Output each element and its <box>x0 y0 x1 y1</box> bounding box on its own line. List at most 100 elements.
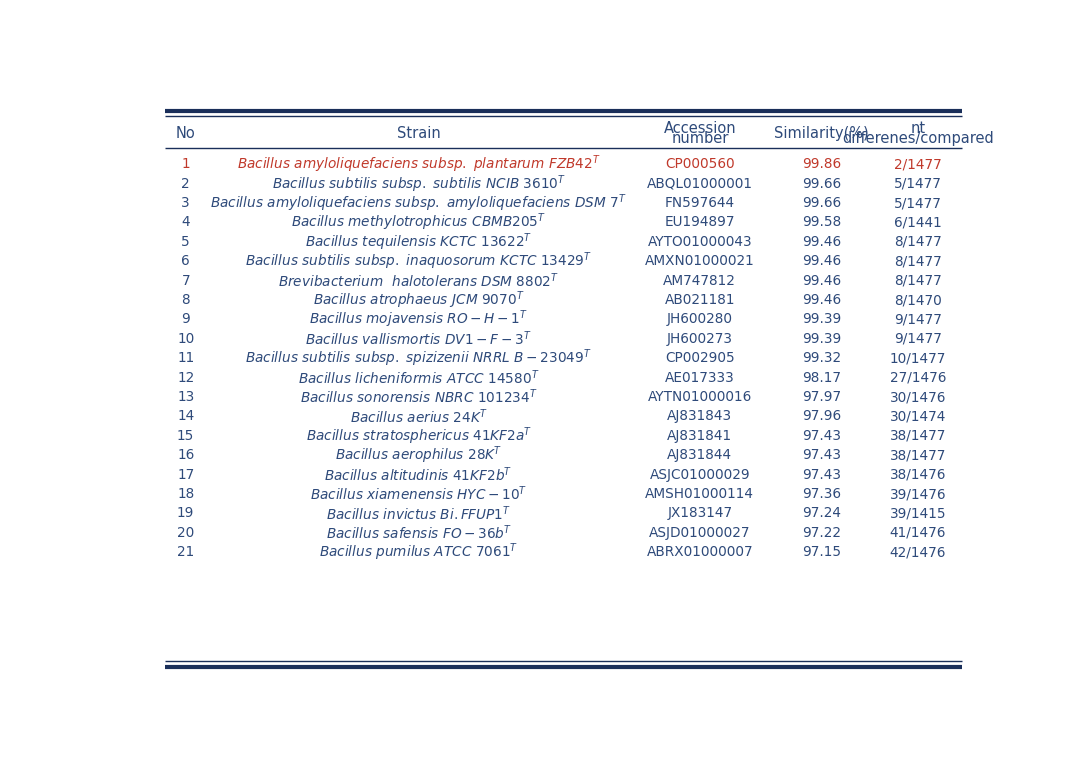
Text: ABQL01000001: ABQL01000001 <box>647 177 753 190</box>
Text: 2: 2 <box>182 177 190 190</box>
Text: 1: 1 <box>182 157 190 171</box>
Text: 5: 5 <box>181 235 191 249</box>
Text: 8: 8 <box>182 293 190 307</box>
Text: JX183147: JX183147 <box>667 506 732 521</box>
Text: $\it{Bacillus\ xiamenensis\ HYC-10}$$^{T}$: $\it{Bacillus\ xiamenensis\ HYC-10}$$^{T… <box>310 485 527 503</box>
Text: $\it{Bacillus\ licheniformis\ ATCC\ 14580}$$^{T}$: $\it{Bacillus\ licheniformis\ ATCC\ 1458… <box>298 369 539 387</box>
Text: ABRX01000007: ABRX01000007 <box>647 545 753 559</box>
Text: $\it{Bacillus\ subtilis\ subsp.\ spizizenii\ NRRL\ B-23049}$$^{T}$: $\it{Bacillus\ subtilis\ subsp.\ spizize… <box>246 347 592 369</box>
Text: $\it{Bacillus\ subtilis\ subsp.\ inaquosorum\ KCTC\ 13429}$$^{T}$: $\it{Bacillus\ subtilis\ subsp.\ inaquos… <box>245 250 592 272</box>
Text: 6/1441: 6/1441 <box>895 216 942 230</box>
Text: 10: 10 <box>178 332 194 346</box>
Text: 42/1476: 42/1476 <box>890 545 947 559</box>
Text: 30/1474: 30/1474 <box>890 409 947 423</box>
Text: 41/1476: 41/1476 <box>890 526 947 540</box>
Text: 99.66: 99.66 <box>801 177 841 190</box>
Text: 17: 17 <box>178 468 194 482</box>
Text: 99.46: 99.46 <box>801 235 841 249</box>
Text: AJ831841: AJ831841 <box>667 429 732 443</box>
Text: 2/1477: 2/1477 <box>895 157 942 171</box>
Text: ASJD01000027: ASJD01000027 <box>649 526 751 540</box>
Text: $\it{Bacillus\ stratosphericus\ 41KF2a}$$^{T}$: $\it{Bacillus\ stratosphericus\ 41KF2a}$… <box>305 425 532 447</box>
Text: 99.46: 99.46 <box>801 293 841 307</box>
Text: 10/1477: 10/1477 <box>890 351 947 366</box>
Text: JH600280: JH600280 <box>667 313 733 326</box>
Text: 8/1477: 8/1477 <box>895 235 942 249</box>
Text: 97.24: 97.24 <box>803 506 841 521</box>
Text: 99.66: 99.66 <box>801 196 841 210</box>
Text: 15: 15 <box>177 429 195 443</box>
Text: 97.43: 97.43 <box>803 449 841 462</box>
Text: 16: 16 <box>178 449 194 462</box>
Text: 19: 19 <box>177 506 195 521</box>
Text: 99.46: 99.46 <box>801 254 841 268</box>
Text: 97.43: 97.43 <box>803 468 841 482</box>
Text: 13: 13 <box>178 390 194 404</box>
Text: 5/1477: 5/1477 <box>895 196 942 210</box>
Text: $\it{Bacillus\ subtilis\ subsp.\ subtilis\ NCIB\ 3610}$$^{T}$: $\it{Bacillus\ subtilis\ subsp.\ subtili… <box>272 173 565 194</box>
Text: 97.22: 97.22 <box>803 526 841 540</box>
Text: differenes/compared: differenes/compared <box>843 131 994 146</box>
Text: No: No <box>175 126 196 141</box>
Text: $\it{Bacillus\ invictus\ Bi.FFUP1}$$^{T}$: $\it{Bacillus\ invictus\ Bi.FFUP1}$$^{T}… <box>326 504 511 523</box>
Text: $\it{Bacillus\ methylotrophicus\ CBMB205}$$^{T}$: $\it{Bacillus\ methylotrophicus\ CBMB205… <box>291 212 546 233</box>
Text: 99.32: 99.32 <box>801 351 841 366</box>
Text: 9/1477: 9/1477 <box>895 313 942 326</box>
Text: 12: 12 <box>178 371 194 385</box>
Text: Accession: Accession <box>664 121 736 137</box>
Text: $\it{Bacillus\ amyloliquefaciens\ subsp.\ plantarum\ FZB42}$$^{T}$: $\it{Bacillus\ amyloliquefaciens\ subsp.… <box>237 154 600 175</box>
Text: CP002905: CP002905 <box>665 351 734 366</box>
Text: 98.17: 98.17 <box>803 371 841 385</box>
Text: AJ831844: AJ831844 <box>667 449 732 462</box>
Text: 27/1476: 27/1476 <box>890 371 947 385</box>
Text: number: number <box>671 131 729 146</box>
Text: 97.97: 97.97 <box>801 390 841 404</box>
Text: Similarity(%): Similarity(%) <box>774 126 869 141</box>
Text: 8/1477: 8/1477 <box>895 254 942 268</box>
Text: 7: 7 <box>182 273 190 288</box>
Text: $\it{Bacillus\ tequilensis\ KCTC\ 13622}$$^{T}$: $\it{Bacillus\ tequilensis\ KCTC\ 13622}… <box>305 231 533 253</box>
Text: nt: nt <box>911 121 926 137</box>
Text: $\it{Bacillus\ pumilus\ ATCC\ 7061}$$^{T}$: $\it{Bacillus\ pumilus\ ATCC\ 7061}$$^{T… <box>319 541 519 563</box>
Text: AM747812: AM747812 <box>664 273 736 288</box>
Text: $\it{Bacillus\ sonorensis\ NBRC\ 101234}$$^{T}$: $\it{Bacillus\ sonorensis\ NBRC\ 101234}… <box>300 388 537 406</box>
Text: 11: 11 <box>178 351 194 366</box>
Text: EU194897: EU194897 <box>665 216 735 230</box>
Text: AMXN01000021: AMXN01000021 <box>645 254 755 268</box>
Text: 30/1476: 30/1476 <box>890 390 947 404</box>
Text: $\it{Bacillus\ aerius\ 24K}$$^{T}$: $\it{Bacillus\ aerius\ 24K}$$^{T}$ <box>350 407 487 425</box>
Text: 99.46: 99.46 <box>801 273 841 288</box>
Text: 21: 21 <box>178 545 194 559</box>
Text: 97.43: 97.43 <box>803 429 841 443</box>
Text: 18: 18 <box>178 487 194 501</box>
Text: AYTN01000016: AYTN01000016 <box>648 390 752 404</box>
Text: 8/1477: 8/1477 <box>895 273 942 288</box>
Text: 97.96: 97.96 <box>801 409 841 423</box>
Text: $\it{Bacillus\ vallismortis\ DV1-F-3}$$^{T}$: $\it{Bacillus\ vallismortis\ DV1-F-3}$$^… <box>305 329 532 348</box>
Text: 97.15: 97.15 <box>801 545 841 559</box>
Text: 97.36: 97.36 <box>803 487 841 501</box>
Text: 38/1476: 38/1476 <box>890 468 947 482</box>
Text: 38/1477: 38/1477 <box>890 429 947 443</box>
Text: 6: 6 <box>182 254 190 268</box>
Text: Strain: Strain <box>396 126 441 141</box>
Text: 3: 3 <box>182 196 190 210</box>
Text: $\it{Bacillus\ altitudinis\ 41KF2b}$$^{T}$: $\it{Bacillus\ altitudinis\ 41KF2b}$$^{T… <box>325 465 513 484</box>
Text: AMSH01000114: AMSH01000114 <box>645 487 755 501</box>
Text: 14: 14 <box>178 409 194 423</box>
Text: $\it{Bacillus\ mojavensis\ RO-H-1}$$^{T}$: $\it{Bacillus\ mojavensis\ RO-H-1}$$^{T}… <box>309 309 529 330</box>
Text: 20: 20 <box>178 526 194 540</box>
Text: $\it{Bacillus\ atrophaeus\ JCM\ 9070}$$^{T}$: $\it{Bacillus\ atrophaeus\ JCM\ 9070}$$^… <box>313 290 524 311</box>
Text: AE017333: AE017333 <box>665 371 734 385</box>
Text: $\it{Brevibacterium\ \ halotolerans\ DSM\ 8802}$$^{T}$: $\it{Brevibacterium\ \ halotolerans\ DSM… <box>278 271 559 290</box>
Text: 99.58: 99.58 <box>801 216 841 230</box>
Text: 5/1477: 5/1477 <box>895 177 942 190</box>
Text: 8/1470: 8/1470 <box>895 293 942 307</box>
Text: $\it{Bacillus\ aerophilus\ 28K}$$^{T}$: $\it{Bacillus\ aerophilus\ 28K}$$^{T}$ <box>335 445 503 466</box>
Text: FN597644: FN597644 <box>665 196 735 210</box>
Text: JH600273: JH600273 <box>667 332 733 346</box>
Text: 4: 4 <box>182 216 190 230</box>
Text: AYTO01000043: AYTO01000043 <box>648 235 752 249</box>
Text: ASJC01000029: ASJC01000029 <box>650 468 751 482</box>
Text: 99.39: 99.39 <box>801 332 841 346</box>
